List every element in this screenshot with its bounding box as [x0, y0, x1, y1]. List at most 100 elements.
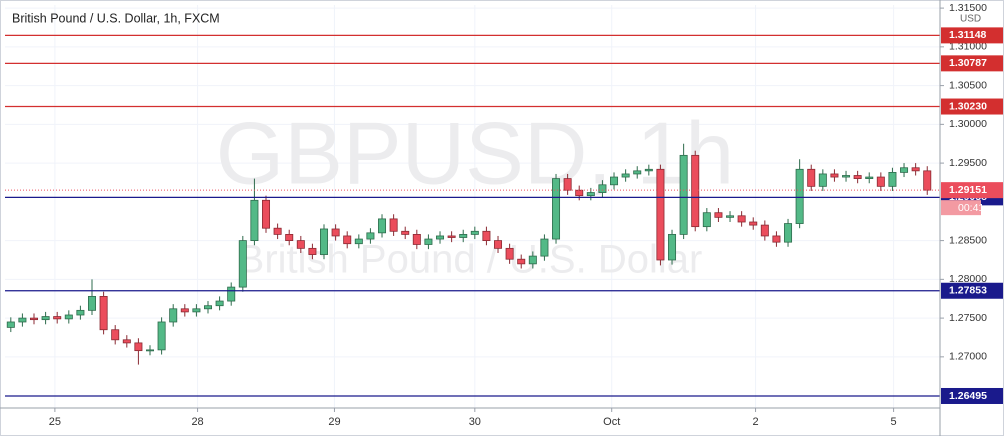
candle-body	[238, 240, 247, 288]
candle-body	[865, 176, 874, 180]
candle-body	[552, 178, 561, 240]
watermark-name: British Pound / U.S. Dollar	[238, 238, 703, 282]
candle-body	[702, 212, 711, 228]
candle-body	[250, 199, 259, 242]
x-tick-label: 25	[49, 416, 61, 428]
level-label: 1.30787	[949, 57, 987, 69]
candle-body	[227, 286, 236, 302]
candle-body	[331, 228, 340, 237]
candle-body	[563, 178, 572, 191]
x-tick-label: 28	[191, 416, 203, 428]
current-price-label: 1.29151	[949, 184, 987, 196]
x-tick-label: Oct	[603, 416, 620, 428]
candle-body	[99, 295, 108, 331]
candle-body	[320, 228, 329, 255]
y-tick-label: 1.27500	[949, 312, 987, 324]
candle-body	[668, 233, 677, 261]
candle-body	[876, 176, 885, 187]
candle-body	[436, 235, 445, 240]
currency-bg	[956, 12, 982, 26]
candle-body	[505, 247, 514, 260]
candle-body	[18, 317, 27, 323]
candle-body	[285, 233, 294, 241]
level-label: 1.31148	[949, 29, 987, 41]
candle-body	[818, 173, 827, 187]
candle-body	[192, 308, 201, 313]
chart-title: British Pound / U.S. Dollar, 1h, FXCM	[12, 11, 220, 25]
countdown: 00:41	[958, 202, 984, 214]
candle-body	[807, 168, 816, 187]
candle-body	[6, 321, 15, 328]
candle-body	[146, 349, 155, 352]
candle-body	[76, 309, 85, 316]
x-tick-label: 29	[328, 416, 340, 428]
candle-body	[691, 154, 700, 228]
candle-body	[772, 235, 781, 243]
candle-body	[911, 167, 920, 172]
candle-body	[470, 230, 479, 235]
candle-body	[656, 168, 665, 261]
level-label-bg	[941, 387, 1003, 404]
candle-body	[389, 218, 398, 232]
candle-body	[88, 295, 96, 311]
level-label-bg	[941, 55, 1003, 72]
candle-body	[401, 230, 410, 235]
candle-body	[366, 232, 375, 240]
candle-body	[424, 238, 433, 245]
candle-body	[830, 173, 839, 178]
y-tick-label: 1.30500	[949, 79, 987, 91]
candle-body	[134, 342, 143, 352]
candle-body	[923, 170, 932, 191]
x-tick-label: 5	[891, 416, 897, 428]
candle-body	[53, 316, 62, 320]
candle-body	[494, 240, 503, 249]
candle-body	[354, 238, 363, 245]
y-tick-label: 1.30000	[949, 118, 987, 130]
candle-body	[679, 154, 688, 235]
candle-body	[204, 305, 213, 310]
candle-body	[633, 170, 642, 175]
x-tick-label: 2	[752, 416, 758, 428]
y-tick-label: 1.28500	[949, 234, 987, 246]
candle-body	[343, 235, 352, 245]
candle-body	[760, 224, 769, 237]
candle-body	[540, 238, 549, 257]
candle-body	[180, 308, 189, 313]
countdown-bg	[941, 200, 981, 216]
candle-body	[900, 167, 909, 173]
current-price-bg	[941, 182, 1003, 199]
candle-body	[378, 218, 387, 234]
candle-body	[308, 247, 317, 255]
candle-body	[853, 175, 862, 179]
candle-body	[273, 227, 282, 235]
level-label-bg	[941, 27, 1003, 44]
candle-body	[262, 199, 271, 229]
candle-body	[737, 215, 746, 223]
candle-body	[795, 168, 804, 224]
candle-body	[598, 184, 607, 193]
candle-body	[64, 314, 73, 320]
candle-body	[30, 317, 38, 321]
plot	[5, 34, 940, 397]
candle-body	[517, 258, 526, 265]
candle-body	[714, 212, 723, 218]
candle-body	[749, 221, 758, 226]
grid	[5, 5, 940, 408]
candle-body	[610, 176, 619, 186]
level-label-bg	[941, 98, 1003, 115]
candle-body	[296, 240, 305, 249]
y-tick-label: 1.28000	[949, 273, 987, 285]
axis: 1.31500 1.31000 1.30500 1.30000 1.29500 1.285…	[49, 2, 1003, 428]
level-label: 1.26495	[949, 390, 987, 402]
candle-body	[122, 339, 131, 344]
currency: USD	[960, 14, 981, 25]
candle-body	[412, 233, 421, 245]
watermark-symbol: GBPUSD, 1h	[216, 103, 734, 202]
candle-body	[888, 171, 897, 187]
candle-body	[842, 175, 851, 178]
candle-body	[784, 223, 793, 243]
x-tick-label: 30	[469, 416, 481, 428]
y-tick-label: 1.27000	[949, 351, 987, 363]
